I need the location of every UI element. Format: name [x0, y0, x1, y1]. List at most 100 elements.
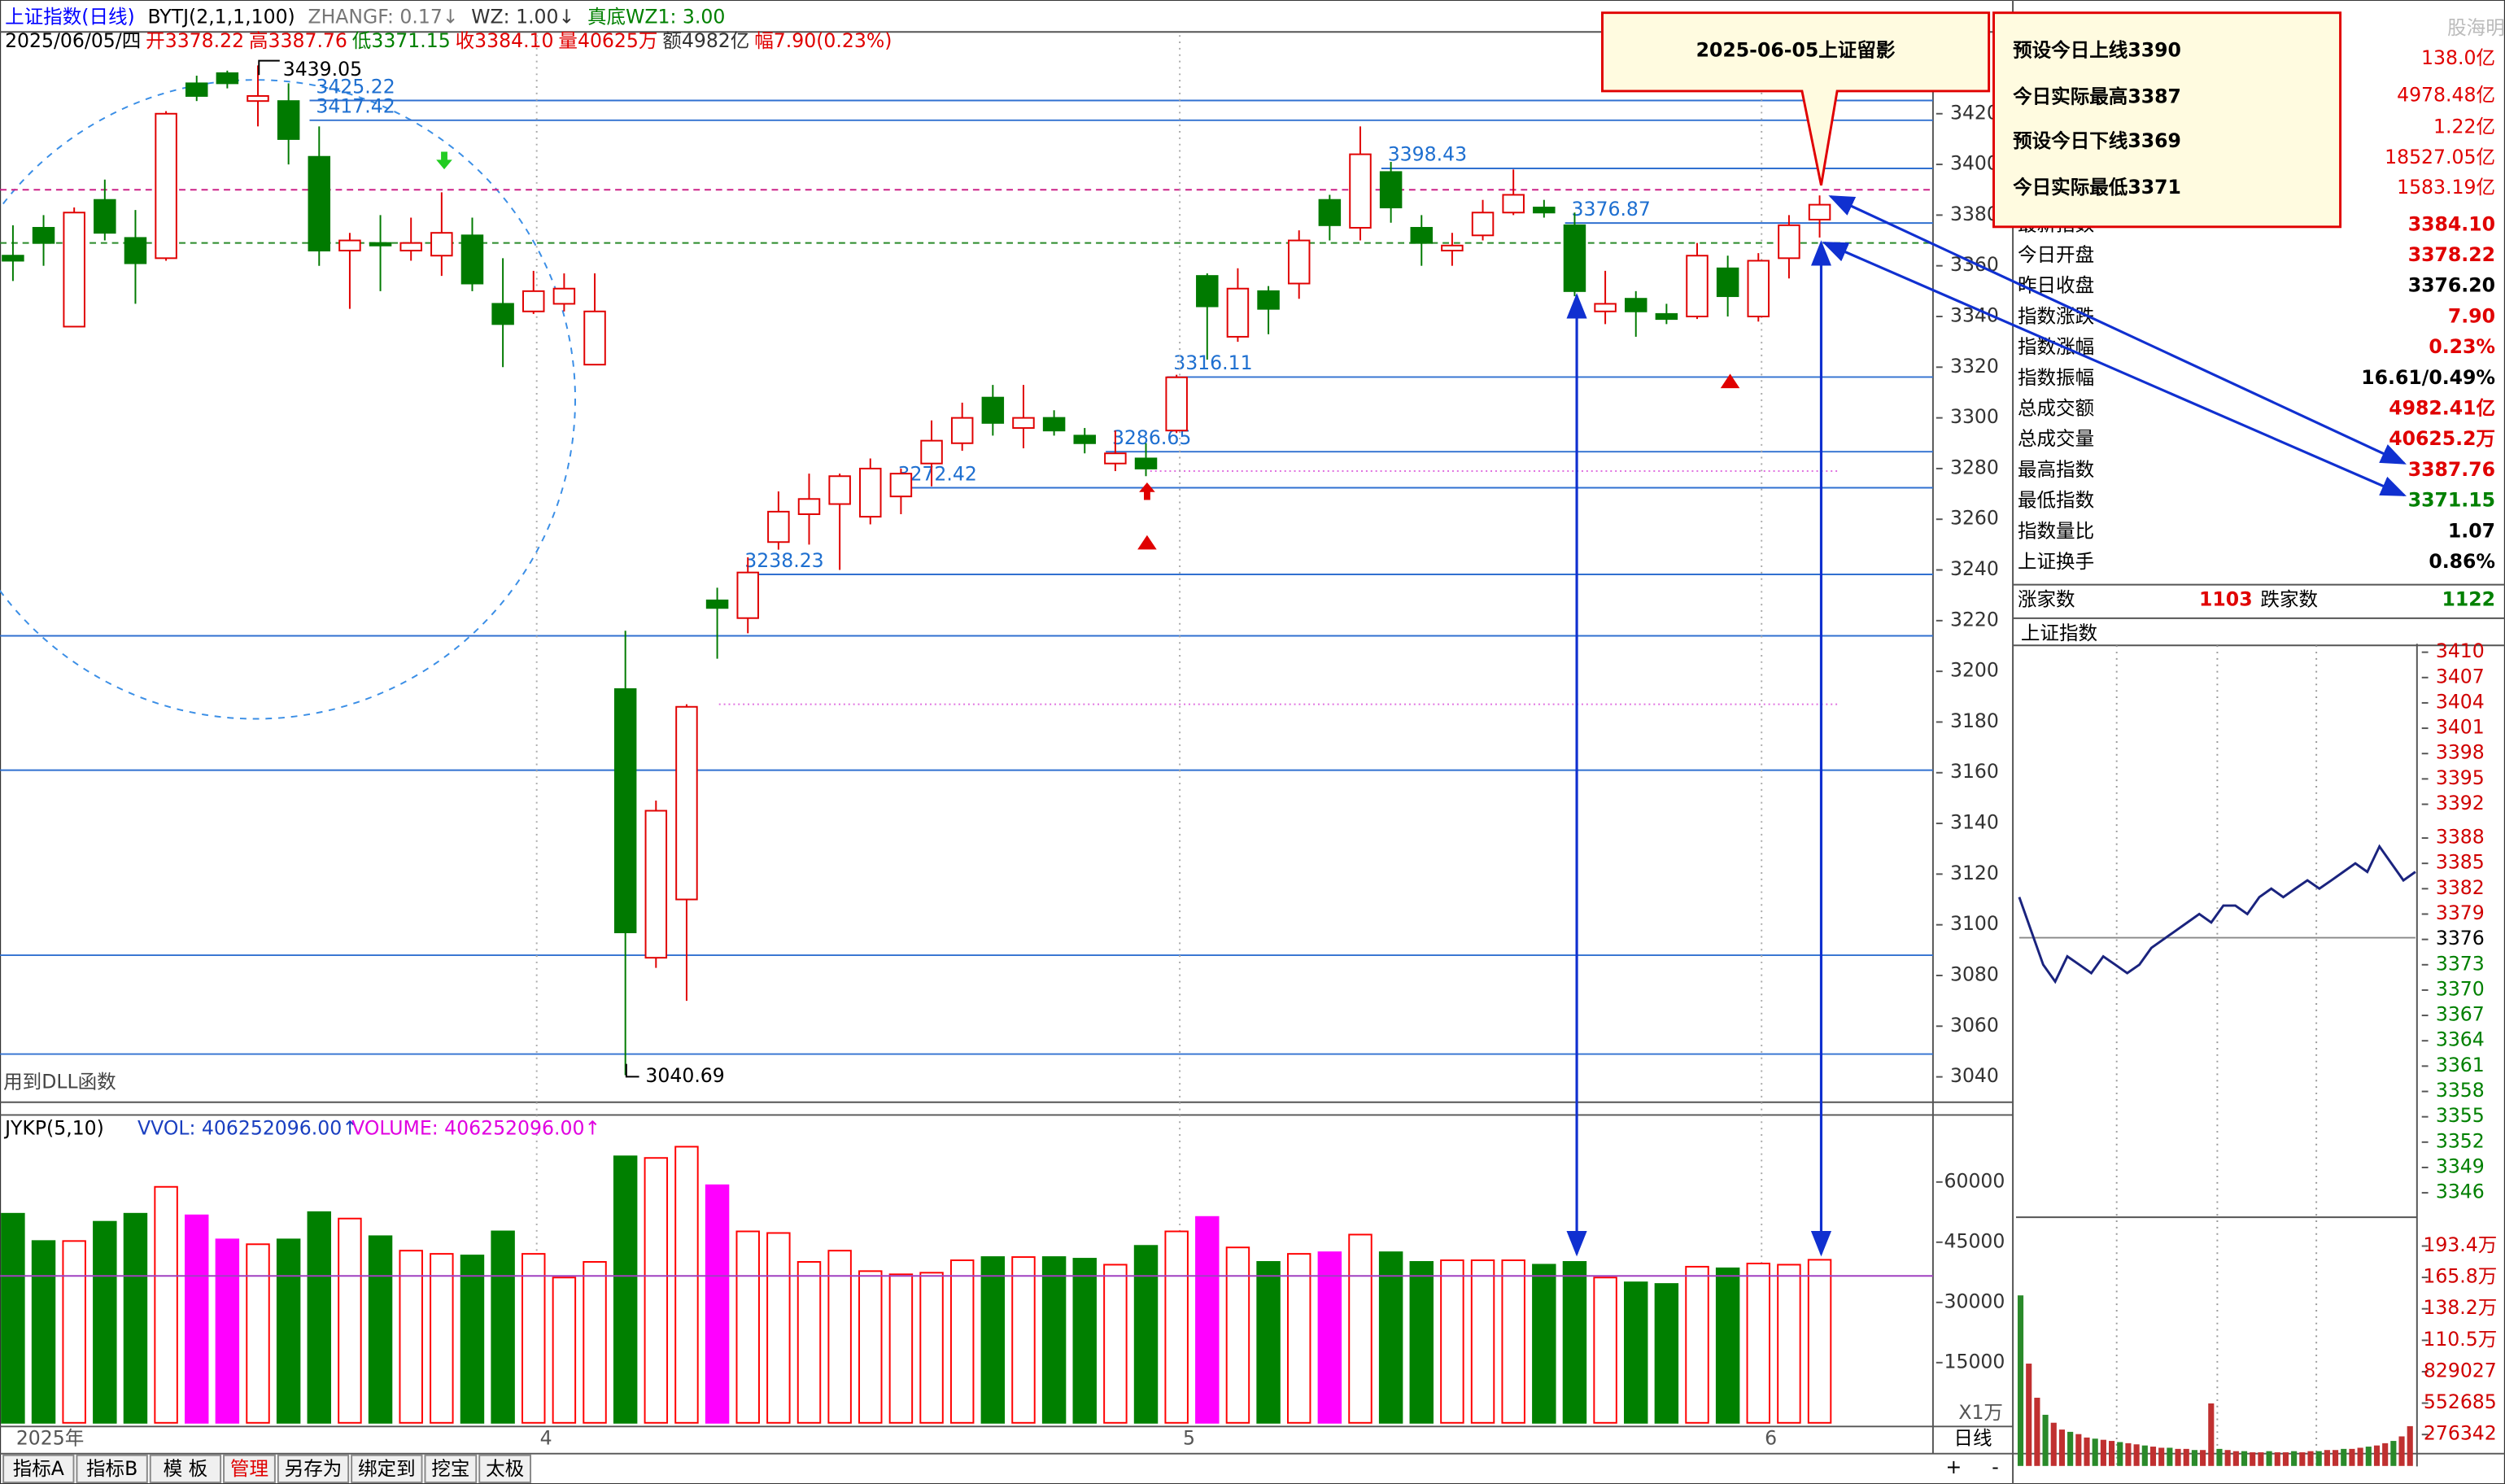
zoom-button[interactable]: -: [1992, 1456, 1999, 1478]
info-value: 1.22亿: [2433, 116, 2495, 138]
tab-label[interactable]: 指标B: [86, 1457, 137, 1480]
candle-body: [675, 705, 698, 901]
candle-body: [1594, 303, 1617, 312]
plot: 3040 3060 3080 3100 3120 3140 3160 3180 3200 3220…: [0, 35, 2497, 1466]
info-label: 指数振幅: [2018, 366, 2094, 389]
tab[interactable]: [149, 1454, 222, 1484]
intraday-volume-bar: [2224, 1450, 2231, 1466]
volume-bar: [858, 1270, 883, 1424]
breadth-label: 跌家数: [2260, 588, 2318, 611]
tab[interactable]: [478, 1454, 532, 1484]
info-label: 最高指数: [2018, 458, 2094, 481]
candle-body: [1716, 267, 1739, 298]
y-tick-label: 3395: [2436, 766, 2485, 789]
y-tick-label: 3367: [2436, 1003, 2485, 1026]
tab[interactable]: [277, 1454, 350, 1484]
volume-bar: [1072, 1258, 1097, 1424]
info-value: 1583.19亿: [2397, 176, 2495, 199]
quote: 额4982亿: [662, 29, 749, 52]
candle-body: [828, 475, 851, 505]
level-label: 3398.43: [1388, 143, 1467, 166]
tab[interactable]: [223, 1454, 276, 1484]
y-tick-label: 3376: [2436, 927, 2485, 949]
tab-label[interactable]: 模 板: [164, 1457, 208, 1480]
tab-label[interactable]: 管理: [230, 1457, 268, 1480]
arrows: [1566, 195, 2407, 1257]
intraday-volume-bar: [2158, 1447, 2165, 1466]
intraday-volume-bar: [2291, 1451, 2298, 1466]
y-tick-label: 30000: [1944, 1290, 2005, 1312]
info-value: 16.61/0.49%: [2361, 366, 2495, 389]
intraday-volume-bar: [2042, 1414, 2049, 1466]
candle-body: [94, 199, 116, 234]
candle-body: [920, 439, 943, 465]
candle-body: [1471, 212, 1495, 237]
info-value: 4982.41亿: [2389, 397, 2495, 420]
tab-label[interactable]: 绑定到: [358, 1457, 416, 1480]
candle-body: [1012, 417, 1035, 430]
breadth-value: 1103: [2199, 588, 2253, 611]
tab[interactable]: [424, 1454, 478, 1484]
volume-bar: [1807, 1259, 1832, 1424]
candle-body: [308, 155, 331, 251]
level-label: 3425.22: [316, 75, 395, 98]
period-label[interactable]: 日线: [1953, 1427, 1992, 1450]
candle-body: [338, 239, 361, 251]
tab-label[interactable]: 另存为: [285, 1457, 343, 1480]
intraday-volume-bar: [2373, 1445, 2381, 1466]
tab-label[interactable]: 太极: [486, 1457, 524, 1480]
intraday-volume-bar: [2050, 1422, 2057, 1466]
y-tick-label: 552685: [2424, 1390, 2497, 1413]
y-tick-label: 3404: [2436, 690, 2485, 713]
intraday-line: [2018, 844, 2416, 984]
info-label: 指数量比: [2018, 519, 2094, 542]
date: 2025/06/05/四: [5, 29, 141, 52]
tab[interactable]: [2, 1454, 75, 1484]
intraday-volume-bar: [2357, 1447, 2363, 1466]
annotation-line: 预设今日下线3369: [2013, 129, 2181, 152]
volume-bar: [307, 1211, 332, 1424]
tab-label[interactable]: 挖宝: [431, 1457, 469, 1480]
y-tick-label: 3358: [2436, 1079, 2485, 1102]
tab[interactable]: [76, 1454, 148, 1484]
candle-body: [797, 498, 821, 515]
volume-bar: [123, 1212, 148, 1424]
y-tick-label: 3346: [2436, 1181, 2485, 1203]
intraday-volume-bar: [2349, 1448, 2355, 1466]
x-tick-label: 5: [1183, 1427, 1195, 1450]
candle-body: [1134, 457, 1158, 469]
info-value: 18527.05亿: [2385, 146, 2495, 168]
title: 上证指数(日线): [5, 5, 135, 28]
candle-body: [522, 290, 545, 312]
y-tick-label: 3388: [2436, 826, 2485, 849]
y-tick-label: 3349: [2436, 1154, 2485, 1177]
zoom-button[interactable]: +: [1946, 1456, 1962, 1478]
intraday-volume-bar: [2125, 1443, 2132, 1466]
info-value: 0.86%: [2429, 550, 2495, 573]
y-tick-label: 3080: [1950, 962, 1999, 985]
volume-bar: [1532, 1264, 1556, 1424]
candle-body: [981, 396, 1005, 424]
y-tick-label: 3060: [1950, 1014, 1999, 1037]
volume-bar: [1348, 1233, 1373, 1424]
tab-label[interactable]: 指标A: [13, 1457, 64, 1480]
volume-bar: [1041, 1256, 1067, 1424]
candle-body: [1196, 275, 1219, 308]
low-label: 3040.69: [645, 1064, 724, 1087]
unit-label: X1万: [1958, 1401, 2003, 1424]
candle-body: [1226, 287, 1250, 338]
intraday-volume-bar: [2241, 1451, 2248, 1466]
tab[interactable]: [351, 1454, 423, 1484]
volume-bar: [1501, 1259, 1525, 1424]
candle-body: [430, 232, 453, 257]
candle-body: [644, 810, 668, 959]
info-value: 0.23%: [2429, 335, 2495, 358]
info-label: 最低指数: [2018, 489, 2094, 512]
volume-bar: [1715, 1267, 1740, 1424]
volume-bar: [705, 1184, 730, 1424]
info-value: 3378.22: [2408, 243, 2495, 266]
volume-bar: [583, 1261, 607, 1424]
volume-bar: [522, 1253, 546, 1424]
candle-body: [1563, 224, 1586, 292]
